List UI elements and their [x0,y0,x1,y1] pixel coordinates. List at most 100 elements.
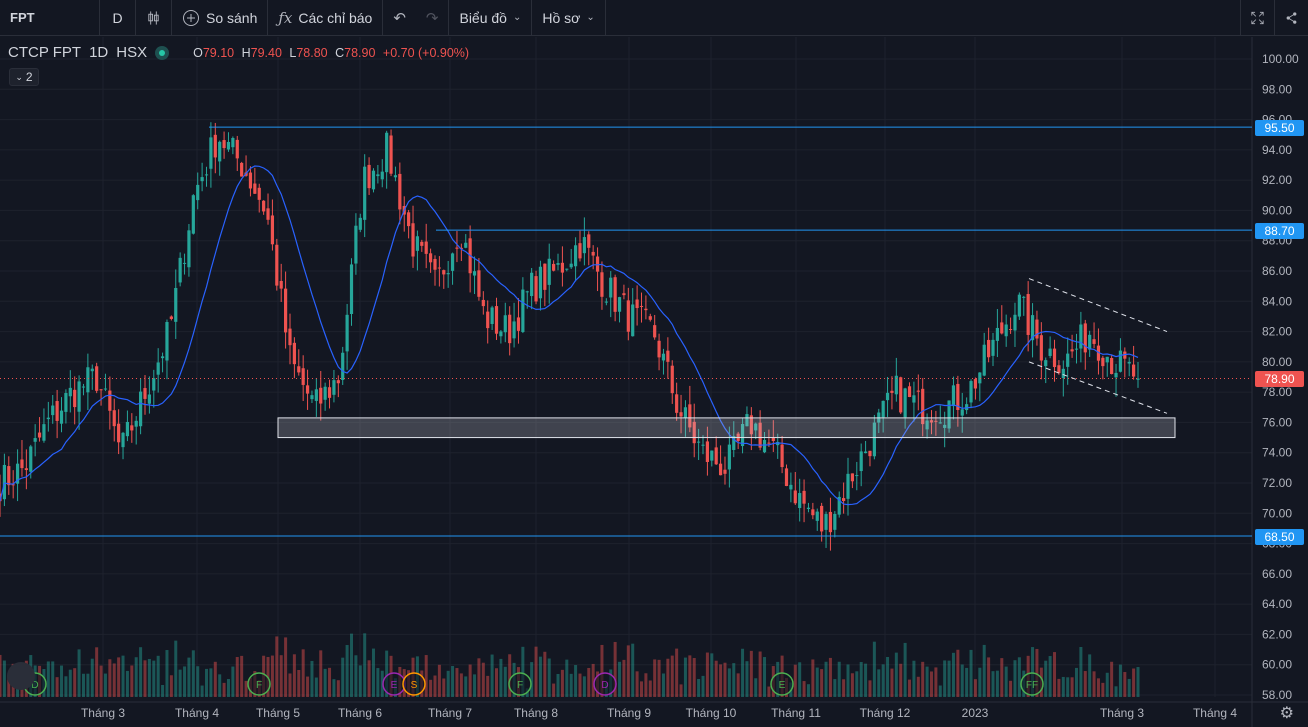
volume-bar [1123,672,1127,697]
volume-bar [292,654,296,697]
volume-bar [495,668,499,697]
volume-bar [569,673,573,697]
volume-bar [929,671,933,697]
chart-type-dropdown[interactable]: Biểu đồ ⌄ [449,0,533,36]
volume-bar [538,656,542,697]
volume-bar [811,659,815,697]
candle-body [262,200,266,212]
volume-bar [433,675,437,697]
candle-body [811,509,815,516]
compare-button[interactable]: So sánh [172,0,269,36]
candle-body [956,383,960,411]
volume-bar [965,667,969,697]
candle-body [894,375,898,395]
undo-icon: ↶ [393,9,406,27]
gear-icon[interactable]: ⚙ [1279,705,1294,722]
candle-body [204,174,209,176]
candle-body [310,395,314,400]
candle-body [573,245,578,267]
candle-body [982,344,986,376]
candle-body [24,468,28,471]
volume-bar [486,675,490,697]
candle-body [859,451,863,472]
candle-body [503,315,507,333]
volume-bar [363,633,367,697]
candle-body [1083,323,1087,353]
candle-body [595,256,600,272]
candle-body [143,388,147,399]
interval-button[interactable]: D [100,0,136,36]
y-axis-tick-label: 76.00 [1262,415,1292,429]
candle-body [881,400,885,418]
share-button[interactable] [1274,0,1308,36]
candle-body [683,407,688,418]
candle-body [450,253,455,271]
candle-body [240,162,244,177]
candle-body [1079,324,1083,349]
candle-body [73,389,77,408]
candles-icon [148,10,159,25]
event-marker-label: E [779,680,786,691]
volume-bar [218,674,222,697]
volume-bar [46,661,50,697]
candle-body [15,463,20,484]
candle-body [863,451,868,454]
indicators-toggle-button[interactable]: ⌄ 2 [9,68,39,86]
volume-bar [1017,657,1021,697]
volume-bar [314,677,318,697]
candle-body [125,421,130,437]
candle-body [820,505,824,532]
candle-body [780,444,784,468]
candle-body [872,422,876,457]
event-marker-label: E [391,680,398,691]
volume-bar [745,661,749,697]
fullscreen-button[interactable] [1240,0,1274,36]
candle-body [108,390,112,411]
volume-bar [187,657,191,697]
redo-button[interactable]: ↷ [416,0,450,36]
y-axis-tick-label: 72.00 [1262,476,1292,490]
candle-body [600,272,604,297]
volume-bar [758,651,762,697]
indicators-button[interactable]: ƒx Các chỉ báo [268,0,384,36]
volume-bar [622,659,626,697]
volume-bar [354,655,358,697]
volume-bar [763,657,767,697]
candle-body [613,277,617,312]
volume-bar [521,646,525,697]
candle-body [1013,314,1017,331]
candle-body [1110,358,1114,375]
volume-bar [191,650,195,697]
candle-body [732,436,736,450]
volume-bar [455,668,459,697]
candle-body [169,316,173,319]
volume-bar [323,668,327,697]
volume-bar [508,654,512,697]
volume-bar [815,667,819,697]
candle-body [257,187,261,200]
candle-body [99,389,103,391]
candle-body [587,234,591,248]
undo-button[interactable]: ↶ [383,0,416,36]
symbol-search-button[interactable]: FPT [0,0,100,36]
candle-body [59,410,64,424]
chart-style-button[interactable] [136,0,172,36]
volume-bar [916,676,920,697]
candle-body [428,253,433,263]
candle-body [701,444,705,446]
candle-body [692,421,696,444]
y-axis-tick-label: 58.00 [1262,688,1292,702]
volume-bar [820,669,824,697]
volume-bar [552,683,556,697]
candle-body [582,237,586,254]
volume-bar [319,650,323,697]
redo-icon: ↷ [425,9,439,27]
volume-bar [714,660,718,697]
volume-bar [670,655,674,697]
profile-dropdown[interactable]: Hồ sơ ⌄ [532,0,606,36]
candle-body [1030,315,1035,341]
price-chart[interactable]: 100.0098.0096.0094.0092.0090.0088.0086.0… [0,37,1308,727]
price-tag-88-70: 88.70 [1255,223,1304,239]
candle-body [178,257,182,283]
y-axis-tick-label: 62.00 [1262,627,1292,641]
